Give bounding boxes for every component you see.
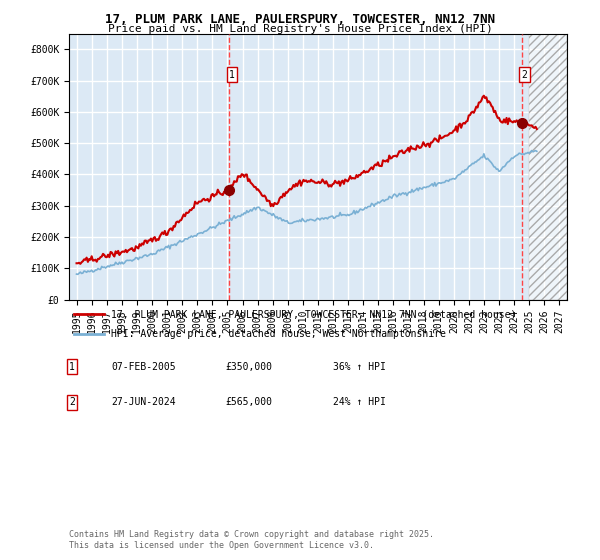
Text: Contains HM Land Registry data © Crown copyright and database right 2025.: Contains HM Land Registry data © Crown c… <box>69 530 434 539</box>
Text: 2: 2 <box>522 69 527 80</box>
Text: Price paid vs. HM Land Registry's House Price Index (HPI): Price paid vs. HM Land Registry's House … <box>107 24 493 34</box>
Text: £350,000: £350,000 <box>225 362 272 372</box>
Text: 1: 1 <box>69 362 75 372</box>
Text: This data is licensed under the Open Government Licence v3.0.: This data is licensed under the Open Gov… <box>69 541 374 550</box>
Text: 2: 2 <box>69 397 75 407</box>
Text: HPI: Average price, detached house, West Northamptonshire: HPI: Average price, detached house, West… <box>112 329 446 339</box>
Text: £565,000: £565,000 <box>225 397 272 407</box>
Text: 17, PLUM PARK LANE, PAULERSPURY, TOWCESTER, NN12 7NN (detached house): 17, PLUM PARK LANE, PAULERSPURY, TOWCEST… <box>112 309 517 319</box>
Text: 36% ↑ HPI: 36% ↑ HPI <box>333 362 386 372</box>
Text: 17, PLUM PARK LANE, PAULERSPURY, TOWCESTER, NN12 7NN: 17, PLUM PARK LANE, PAULERSPURY, TOWCEST… <box>105 13 495 26</box>
Text: 1: 1 <box>229 69 235 80</box>
Text: 07-FEB-2005: 07-FEB-2005 <box>111 362 176 372</box>
Text: 27-JUN-2024: 27-JUN-2024 <box>111 397 176 407</box>
Text: 24% ↑ HPI: 24% ↑ HPI <box>333 397 386 407</box>
